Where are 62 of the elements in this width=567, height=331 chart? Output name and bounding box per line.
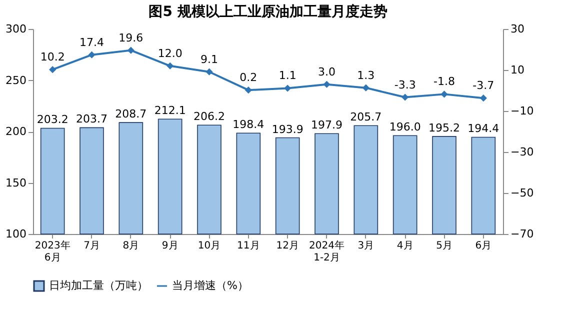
x-tick-label: 9月 [162, 240, 178, 252]
data-label: 212.1 [154, 104, 186, 118]
y2-tick-label: −10 [510, 104, 534, 118]
data-label: 1.3 [357, 68, 375, 82]
data-label: 3.0 [318, 65, 336, 78]
data-label: 1.1 [278, 69, 296, 82]
x-tick-label: 4月 [396, 240, 414, 252]
data-label: 9.1 [200, 52, 218, 66]
legend-label: 当月增速（%） [172, 279, 248, 292]
point [480, 94, 487, 102]
x-tick-label: 2024年 1-2月 [309, 240, 344, 264]
x-tick-label: 6月 [475, 240, 492, 252]
data-label: -3.7 [472, 79, 494, 92]
y-tick-label: 300 [6, 22, 26, 36]
data-label: 12.0 [158, 46, 182, 60]
data-label: 208.7 [115, 108, 147, 121]
point [88, 51, 96, 58]
data-label: 197.9 [311, 118, 342, 132]
y-tick-label: 200 [6, 125, 26, 138]
x-tick-label: 11月 [237, 240, 260, 252]
point [127, 46, 134, 54]
chart-title: 图5 规模以上工业原油加工量月度走势 [148, 3, 388, 20]
x-tick-label: 12月 [276, 240, 299, 252]
point [166, 62, 174, 70]
y2-tick-label: 30 [510, 22, 524, 36]
y2-tick-label: −30 [510, 146, 534, 158]
y-tick-label: 150 [6, 176, 26, 190]
y2-tick-label: −50 [510, 186, 534, 200]
point [49, 66, 56, 74]
data-label: 17.4 [80, 36, 104, 49]
data-label: 198.4 [232, 118, 264, 132]
point [244, 86, 252, 94]
data-label: 10.2 [40, 50, 65, 64]
data-label: -1.8 [434, 75, 455, 88]
data-label: 193.9 [272, 122, 304, 136]
point [402, 94, 409, 101]
point [323, 80, 330, 88]
data-label: 196.0 [389, 120, 421, 134]
y-tick-label: 250 [6, 74, 26, 87]
x-tick-label: 8月 [122, 240, 140, 252]
point [284, 84, 292, 92]
point [206, 68, 213, 76]
point [362, 84, 370, 92]
data-label: 195.2 [428, 121, 460, 134]
x-tick-label: 2023年 6月 [34, 240, 70, 264]
legend-label: 日均加工量（万吨） [49, 279, 148, 292]
data-label: -3.3 [394, 78, 416, 92]
point [440, 90, 448, 98]
data-label: 206.2 [194, 110, 225, 124]
data-label: 0.2 [240, 71, 258, 84]
data-label: 194.4 [468, 122, 500, 136]
x-tick-label: 5月 [436, 240, 452, 252]
y-tick-label: 100 [6, 228, 26, 240]
x-tick-label: 10月 [198, 240, 221, 252]
data-label: 203.2 [36, 113, 68, 126]
data-label: 205.7 [350, 110, 382, 124]
y2-tick-label: 10 [510, 64, 524, 76]
data-label: 19.6 [118, 31, 144, 44]
data-label: 203.7 [76, 112, 108, 126]
x-tick-label: 7月 [84, 240, 100, 252]
x-tick-label: 3月 [358, 240, 374, 252]
y2-tick-label: −70 [510, 228, 534, 240]
